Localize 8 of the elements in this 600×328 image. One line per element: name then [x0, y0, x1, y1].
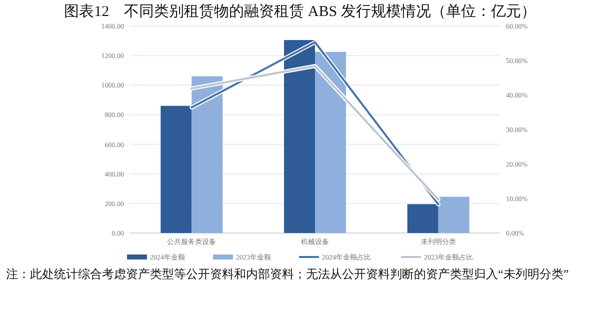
annotation: 注：此处统计综合考虑资产类型等公开资料和内部资料；无法从公开资料判断的资产类型归入“未列明分类” [6, 266, 570, 283]
bar [315, 52, 346, 233]
bar [438, 196, 470, 233]
bar [192, 76, 223, 233]
bar [284, 40, 315, 233]
bar [407, 204, 438, 233]
title: 图表12 不同类别租赁物的融资租赁 ABS 发行规模情况（单位：亿元） [64, 4, 536, 20]
bar [160, 106, 192, 233]
